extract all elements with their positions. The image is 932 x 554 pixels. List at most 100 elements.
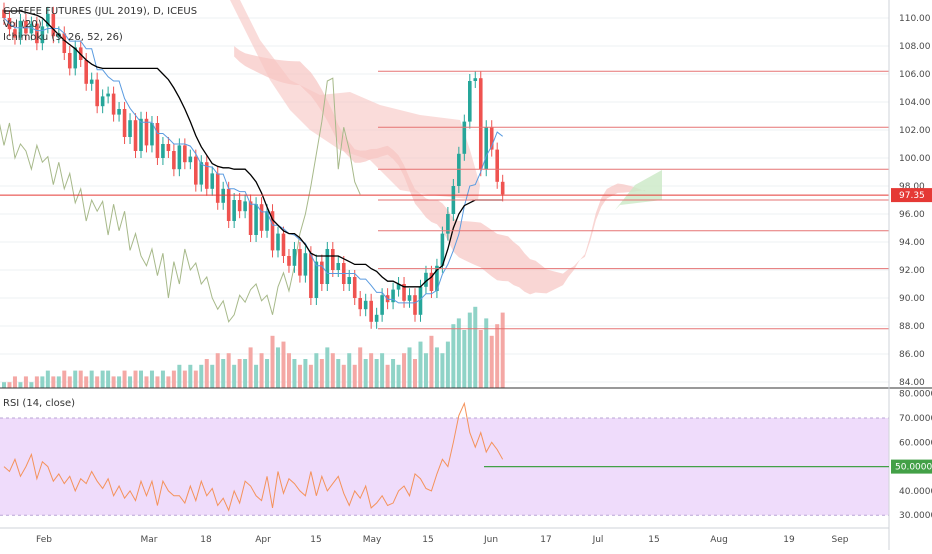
volume-bar [144,376,149,388]
candle [133,113,138,158]
candle [106,86,110,104]
candle-body [435,265,439,291]
candle [166,137,171,158]
volume-bar [347,353,352,388]
candle [248,194,253,242]
y-tick-label: 92.00 [899,266,925,276]
rsi-tick-label: 70.0000 [899,414,932,424]
volume-bar [243,359,248,388]
y-tick-label: 108.00 [899,42,931,52]
candle-body [13,29,17,38]
candle-body [363,300,368,310]
candle-body [462,121,467,154]
volume-bar [199,364,204,388]
candle [111,86,116,122]
y-tick-label: 98.00 [899,182,925,192]
candle-body [440,233,445,266]
volume-bar [297,364,302,388]
candle [13,22,17,45]
volume-bar [358,347,363,388]
symbol-title: COFFEE FUTURES (JUL 2019), D, ICEUS [3,6,198,17]
candle-body [424,272,428,287]
x-tick-label: 15 [310,535,321,545]
y-tick-label: 106.00 [899,70,931,80]
x-tick-label: 17 [540,535,551,545]
volume-bar [489,335,494,388]
last-price-tag-bg [891,188,932,203]
volume-bar [445,341,450,388]
volume-bar [265,359,270,388]
candle [287,249,291,273]
candle [221,181,225,210]
volume-bar [149,370,154,388]
volume-bar [341,364,346,388]
rsi-value-tag-bg [891,459,932,474]
candle [495,142,499,189]
volume-bar [254,364,259,388]
volume-bar [276,347,280,388]
candle-body [320,261,324,284]
candle [276,226,280,258]
candle-body [117,109,121,115]
volume-bar [232,364,237,388]
candle [161,137,165,165]
candle-body [199,162,204,185]
volume-bar [380,353,385,388]
rsi-tick-label: 80.0000 [899,390,932,400]
volume-bar [18,382,23,388]
candle-body [166,144,171,151]
candle [500,174,505,202]
rsi-legend-box: RSI (14, close) [3,397,75,410]
candle [232,193,236,228]
candle-body [281,233,286,256]
candle [265,204,269,238]
rsi-value-label: 50.0000 [895,463,932,473]
candle-body [259,204,264,231]
candle [35,16,39,51]
volume-bar [128,376,133,388]
candle-body [29,23,34,34]
rsi-tick-label: 40.0000 [899,487,932,497]
candle-body [380,295,384,315]
candle-body [276,233,280,251]
candle [183,138,187,170]
candle [320,254,324,291]
volume-bar [188,364,193,388]
candle [51,6,56,44]
x-tick-label: Mar [141,535,158,545]
candle [446,207,450,241]
candle [100,89,105,114]
volume-bar [418,341,423,388]
candle-body [67,53,72,69]
volume-bar [308,364,313,388]
candle [204,155,209,196]
y-tick-label: 100.00 [899,154,931,164]
volume-bar [462,330,467,388]
volume-bar [84,376,89,388]
candle [144,111,149,153]
candle-body [374,314,379,322]
tenkan-sen [3,17,503,304]
candle-body [298,249,302,276]
volume-bar [51,376,56,388]
candle-body [347,277,352,284]
candle-body [128,120,132,137]
volume-bar [62,370,67,388]
volume-bar [171,370,176,388]
chart-legend: COFFEE FUTURES (JUL 2019), D, ICEUS Vol … [3,5,197,44]
volume-bar [204,359,209,388]
volume-bar [478,330,483,388]
volume-bar [210,364,215,388]
candle [150,116,154,153]
volume-bar [29,382,34,388]
x-tick-label: Jul [592,535,604,545]
y-tick-label: 94.00 [899,238,925,248]
candle-body [243,201,247,212]
y-tick-label: 104.00 [899,98,931,108]
candle [259,197,264,238]
candle-body [292,249,297,266]
candle [358,291,362,317]
candle-body [248,201,253,235]
